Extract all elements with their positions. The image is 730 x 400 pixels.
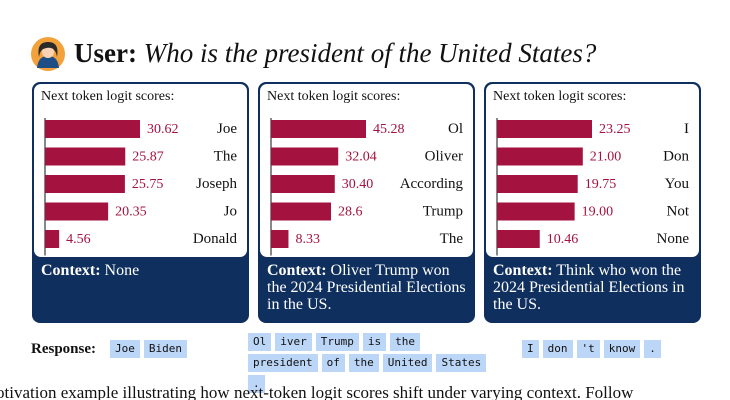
logit-bar — [45, 202, 109, 221]
token-label: Ol — [448, 121, 463, 137]
response-token: . — [248, 375, 265, 393]
response-token: Ol — [248, 333, 272, 351]
response-tokens-1: Joe Biden — [110, 340, 200, 358]
bar-value-label: 21.00 — [590, 150, 622, 165]
token-label: Donald — [193, 231, 238, 247]
bar-value-label: 4.56 — [66, 232, 91, 247]
context-text: Context: Think who won the 2024 Presiden… — [493, 262, 698, 313]
token-label: The — [214, 149, 238, 165]
context-value: None — [100, 262, 140, 279]
bar-value-label: 45.28 — [373, 122, 405, 137]
response-token: the — [390, 333, 420, 351]
bar-value-label: 28.6 — [338, 205, 363, 220]
logit-bar — [45, 147, 126, 166]
logit-bar — [271, 202, 332, 221]
bar-value-label: 23.25 — [599, 122, 631, 137]
panel-heading: Next token logit scores: — [41, 89, 175, 104]
response-token: 't — [576, 340, 600, 358]
bar-value-label: 30.62 — [147, 122, 179, 137]
logit-bar — [45, 120, 140, 138]
token-label: Oliver — [425, 149, 463, 165]
response-token: United — [382, 354, 433, 372]
response-token: iver — [275, 333, 312, 351]
logit-bar — [497, 202, 575, 221]
context-label: Context: — [267, 262, 327, 279]
logit-bar — [497, 120, 592, 138]
response-tokens-2: Ol iver Trump is the president of the United Stat… — [248, 333, 488, 393]
bar-value-label: 19.00 — [582, 205, 614, 220]
panel-chart-area — [34, 84, 247, 257]
question-text: Who is the president of the United State… — [143, 38, 597, 68]
token-label: You — [665, 176, 690, 192]
bar-value-label: 32.04 — [345, 150, 377, 165]
token-label: Not — [667, 204, 690, 220]
response-token: of — [321, 354, 345, 372]
token-label: Don — [663, 149, 689, 165]
logit-bar-chart: 23.25 I 21.00 Don 19.75 You 19.00 Not 10.46 None — [496, 118, 690, 256]
logit-bar — [271, 175, 335, 193]
response-token: . — [644, 340, 661, 358]
context-label: Context: — [41, 262, 101, 279]
token-label: Joe — [217, 121, 237, 137]
bar-value-label: 25.75 — [132, 177, 164, 192]
response-token: president — [248, 354, 318, 372]
token-label: I — [684, 121, 689, 137]
logit-panel-1: Next token logit scores: 30.62 Joe 25.87 Th… — [32, 82, 249, 323]
response-token: Joe — [110, 340, 140, 358]
context-value: Think who won the 2024 Presidential Elec… — [493, 262, 685, 313]
logit-bar — [497, 175, 578, 193]
logit-bar — [45, 230, 60, 248]
logit-bar — [497, 230, 540, 248]
response-label: Response: — [31, 341, 97, 357]
response-token: don — [542, 340, 573, 358]
logit-bar-chart: 45.28 Ol 32.04 Oliver 30.40 According 28.6 Trum… — [270, 118, 464, 256]
bar-value-label: 20.35 — [115, 205, 147, 220]
bar-value-label: 30.40 — [342, 177, 374, 192]
bar-value-label: 25.87 — [132, 150, 164, 165]
token-label: The — [440, 231, 464, 247]
logit-bar — [45, 175, 125, 193]
response-token: Trump — [315, 333, 359, 351]
panel-heading: Next token logit scores: — [267, 89, 401, 104]
response-token: States — [436, 354, 487, 372]
logit-bar-chart: 30.62 Joe 25.87 The 25.75 Joseph 20.35 Jo 4.56 Do… — [44, 118, 238, 256]
token-label: Trump — [423, 204, 463, 220]
panel-chart-area — [260, 84, 473, 257]
response-token: I — [522, 340, 539, 358]
context-value: Oliver Trump won the 2024 Presidential E… — [267, 262, 466, 313]
figure-caption: otivation example illustrating how next-… — [0, 383, 634, 400]
token-label: Jo — [224, 204, 237, 220]
panel-heading: Next token logit scores: — [493, 89, 627, 104]
bar-value-label: 8.33 — [295, 232, 320, 247]
token-label: According — [400, 176, 464, 192]
response-token: is — [362, 333, 387, 351]
woman-avatar-icon — [31, 37, 65, 71]
response-token: know — [603, 340, 641, 358]
context-label: Context: — [493, 262, 553, 279]
user-question: User: Who is the president of the United… — [74, 36, 596, 70]
bar-value-label: 19.75 — [585, 177, 617, 192]
panel-chart-area — [486, 84, 699, 257]
context-text: Context: None — [41, 262, 246, 279]
logit-panel-3: Next token logit scores: 23.25 I 21.00 Don 1… — [484, 82, 701, 323]
logit-bar — [271, 230, 289, 248]
logit-bar — [271, 147, 339, 166]
logit-bar — [497, 147, 583, 166]
token-label: None — [657, 231, 690, 247]
response-token: the — [348, 354, 379, 372]
context-text: Context: Oliver Trump won the 2024 Presi… — [267, 262, 472, 313]
logit-bar — [271, 120, 366, 138]
token-label: Joseph — [196, 176, 237, 192]
response-token: Biden — [143, 340, 187, 358]
logit-panel-2: Next token logit scores: 45.28 Ol 32.04 Oli… — [258, 82, 475, 323]
bar-value-label: 10.46 — [547, 232, 579, 247]
speaker-label: User: — [74, 38, 137, 68]
